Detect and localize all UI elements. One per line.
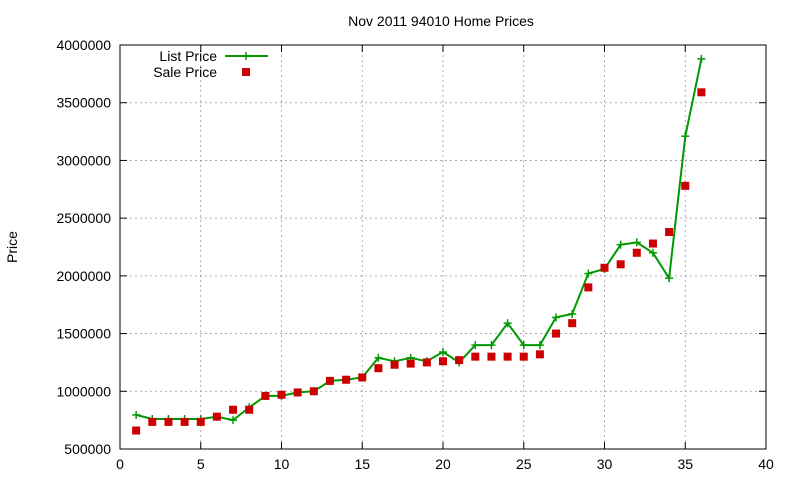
y-tick-label: 500000: [64, 441, 111, 457]
sale-price-point: [212, 412, 221, 421]
sale-price-point: [406, 359, 415, 368]
sale-price-point: [390, 360, 399, 369]
sale-price-point: [616, 260, 625, 269]
sale-price-point: [648, 239, 657, 248]
sale-price-point: [245, 405, 254, 414]
sale-price-point: [535, 350, 544, 359]
list-price-point: [535, 341, 544, 350]
y-tick-label: 2000000: [56, 268, 111, 284]
y-tick-label: 3500000: [56, 95, 111, 111]
x-tick-label: 5: [197, 456, 205, 472]
sale-price-point: [584, 283, 593, 292]
sale-price-point: [455, 356, 464, 365]
list-price-point: [503, 319, 512, 328]
sale-price-point: [309, 387, 318, 396]
sale-price-point: [180, 417, 189, 426]
y-tick-label: 1500000: [56, 326, 111, 342]
x-tick-labels: 0 5 10 15 20 25 30 35 40: [116, 456, 774, 472]
sale-price-point: [519, 352, 528, 361]
sale-price-point: [164, 417, 173, 426]
y-tick-labels: 500000 1000000 1500000 2000000 2500000 300000…: [56, 37, 111, 457]
plot-marks: [132, 54, 706, 435]
list-price-point: [487, 341, 496, 350]
x-tick-label: 20: [435, 456, 451, 472]
sale-price-point: [277, 390, 286, 399]
sale-price-point: [681, 181, 690, 190]
list-price-point: [665, 274, 674, 283]
chart-title: Nov 2011 94010 Home Prices: [348, 13, 534, 29]
list-price-point: [552, 313, 561, 322]
y-tick-label: 4000000: [56, 37, 111, 53]
list-price-point: [471, 341, 480, 350]
list-price-point: [519, 341, 528, 350]
sale-price-point: [439, 357, 447, 366]
sale-price-point: [148, 417, 157, 426]
legend-label: Sale Price: [153, 64, 217, 80]
list-price-point: [584, 269, 593, 278]
sale-price-point: [632, 248, 641, 257]
list-price-point: [616, 240, 625, 249]
list-price-point: [374, 353, 383, 362]
sale-price-point: [229, 405, 238, 414]
x-tick-label: 40: [758, 456, 774, 472]
x-tick-label: 10: [274, 456, 290, 472]
y-tick-label: 2500000: [56, 210, 111, 226]
sale-price-point: [132, 426, 141, 435]
legend-label: List Price: [159, 48, 217, 64]
list-price-line: [135, 58, 703, 422]
list-price-point: [132, 410, 141, 419]
y-axis-label: Price: [4, 231, 20, 263]
sale-price-point: [552, 329, 561, 338]
sale-price-point: [422, 358, 431, 367]
list-price-point: [439, 348, 447, 357]
sale-price-point: [293, 388, 302, 397]
grid-lines: [120, 45, 766, 449]
y-tick-label: 3000000: [56, 152, 111, 168]
list-price-point: [632, 238, 641, 247]
sale-price-point: [261, 391, 270, 400]
sale-price-point: [600, 263, 609, 272]
sale-price-point: [196, 417, 205, 426]
list-price-point: [229, 416, 238, 425]
list-price-point: [697, 54, 706, 63]
legend-swatch-marker: [242, 52, 250, 60]
sale-price-point: [342, 375, 351, 384]
legend-swatch-marker: [242, 68, 250, 76]
x-tick-label: 25: [516, 456, 532, 472]
x-tick-label: 35: [677, 456, 693, 472]
sale-price-point: [358, 373, 367, 382]
sale-price-point: [665, 227, 674, 236]
list-price-point: [568, 309, 577, 318]
y-tick-label: 1000000: [56, 383, 111, 399]
sale-price-point: [568, 319, 577, 328]
sale-price-point: [374, 364, 383, 373]
x-tick-label: 30: [597, 456, 613, 472]
sale-price-point: [471, 352, 480, 361]
x-tick-label: 15: [354, 456, 370, 472]
plot-frame: [119, 44, 767, 450]
sale-price-point: [487, 352, 496, 361]
x-tick-label: 0: [116, 456, 124, 472]
sale-price-point: [325, 376, 334, 385]
sale-price-point: [503, 352, 512, 361]
list-price-point: [681, 132, 690, 141]
sale-price-point: [697, 88, 706, 97]
list-price-point: [648, 248, 657, 257]
